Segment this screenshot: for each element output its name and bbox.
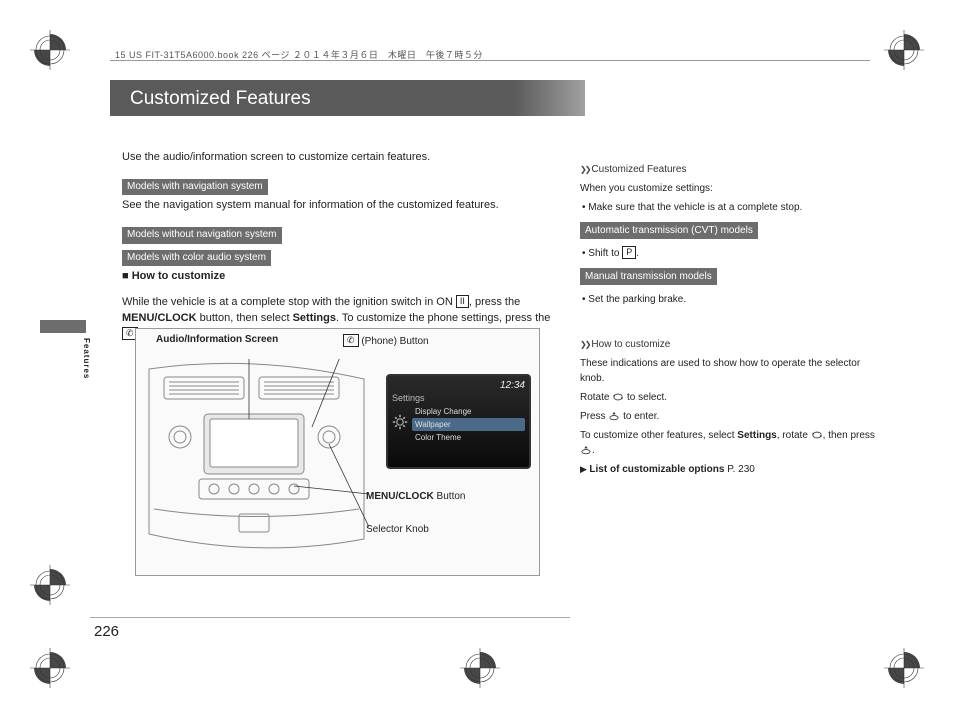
side-p2: • Make sure that the vehicle is at a com…: [582, 200, 880, 215]
ignition-on-icon: II: [456, 295, 469, 308]
dashboard-diagram: Audio/Information Screen ✆ (Phone) Butto…: [135, 328, 540, 576]
popup-opt-color: Color Theme: [412, 431, 525, 444]
label-selector-knob: Selector Knob: [366, 524, 429, 535]
shift-p-icon: P: [622, 246, 636, 259]
settings-screen-popup: 12:34 Settings Display Change Wallpaper …: [386, 374, 531, 469]
rotate-knob-icon-2: [811, 430, 823, 440]
label-menu-clock: MENU/CLOCK Button: [366, 491, 465, 502]
main-column: Use the audio/information screen to cust…: [122, 150, 567, 353]
phone-icon: ✆: [343, 334, 359, 347]
side-p1: When you customize settings:: [580, 181, 880, 196]
section-title-bar: Customized Features: [110, 80, 585, 116]
label-audio-screen: Audio/Information Screen: [156, 334, 278, 345]
popup-opt-display: Display Change: [412, 405, 525, 418]
label-phone-button: ✆ (Phone) Button: [343, 334, 429, 347]
side-p8: To customize other features, select Sett…: [580, 428, 880, 458]
rotate-knob-icon: [612, 392, 624, 402]
nav-note: See the navigation system manual for inf…: [122, 198, 567, 214]
footer-rule: [90, 617, 570, 618]
side-p5: These indications are used to show how t…: [580, 356, 880, 386]
popup-opt-wallpaper: Wallpaper: [412, 418, 525, 431]
side-column: Customized Features When you customize s…: [580, 150, 880, 481]
side-heading-1: Customized Features: [580, 162, 880, 177]
how-to-heading: How to customize: [122, 269, 567, 285]
tag-no-nav: Models without navigation system: [122, 227, 282, 244]
popup-title: Settings: [392, 393, 525, 403]
crop-mark-br: [884, 648, 924, 688]
page-number: 226: [94, 623, 119, 640]
press-knob-icon: [608, 411, 620, 421]
tag-cvt: Automatic transmission (CVT) models: [580, 222, 758, 239]
crop-mark-tr: [884, 30, 924, 70]
side-tab-label: Features: [82, 338, 91, 379]
intro-text: Use the audio/information screen to cust…: [122, 150, 567, 166]
side-heading-2: How to customize: [580, 337, 880, 352]
press-knob-icon-2: [580, 445, 592, 455]
crop-mark-bc: [460, 648, 500, 688]
tag-nav-system: Models with navigation system: [122, 179, 268, 196]
side-tab: [40, 320, 86, 333]
side-ref: List of customizable options P. 230: [580, 462, 880, 477]
dashboard-drawing: [144, 359, 369, 559]
crop-mark-tl: [30, 30, 70, 70]
section-title: Customized Features: [130, 88, 311, 109]
side-p3: • Shift to P.: [582, 246, 880, 261]
tag-color-audio: Models with color audio system: [122, 250, 271, 267]
header-rule: [110, 60, 870, 61]
side-p4: • Set the parking brake.: [582, 292, 880, 307]
crop-mark-ml: [30, 565, 70, 605]
side-p6: Rotate to select.: [580, 390, 880, 405]
popup-clock: 12:34: [392, 380, 525, 391]
tag-manual: Manual transmission models: [580, 268, 717, 285]
gear-icon: [392, 414, 408, 430]
crop-mark-bl: [30, 648, 70, 688]
side-p7: Press to enter.: [580, 409, 880, 424]
